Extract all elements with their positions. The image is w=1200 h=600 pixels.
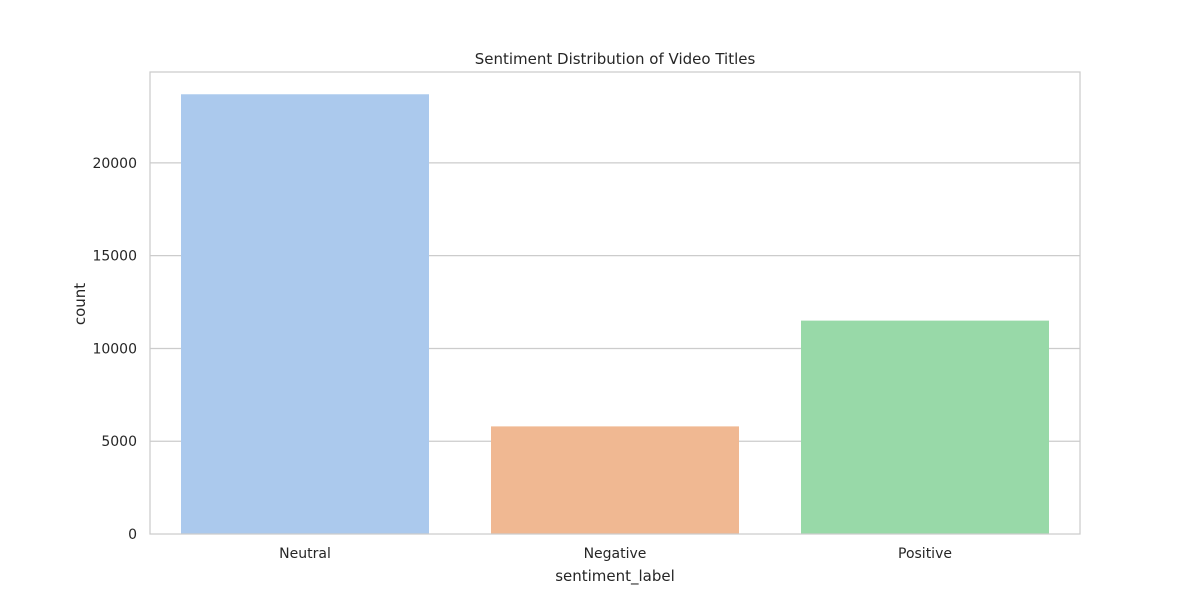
y-tick-label: 20000 (92, 156, 137, 172)
y-tick-label: 15000 (92, 249, 137, 265)
y-tick-label: 0 (128, 527, 137, 543)
plot-frame (149, 71, 1081, 535)
x-axis-label: sentiment_label (555, 567, 675, 586)
y-tick-label: 5000 (101, 434, 137, 450)
x-axis-ticks: Neutral Negative Positive (279, 546, 952, 562)
bar-positive (801, 320, 1049, 534)
chart-title: Sentiment Distribution of Video Titles (475, 50, 756, 68)
bar-negative (491, 426, 739, 534)
x-tick-label: Positive (898, 546, 952, 562)
bars (181, 94, 1049, 534)
bar-neutral (181, 94, 429, 534)
y-axis-label: count (71, 283, 89, 325)
x-tick-label: Neutral (279, 546, 331, 562)
y-axis-ticks: 0 5000 10000 15000 20000 (92, 156, 137, 543)
x-tick-label: Negative (584, 546, 647, 562)
y-tick-label: 10000 (92, 341, 137, 357)
